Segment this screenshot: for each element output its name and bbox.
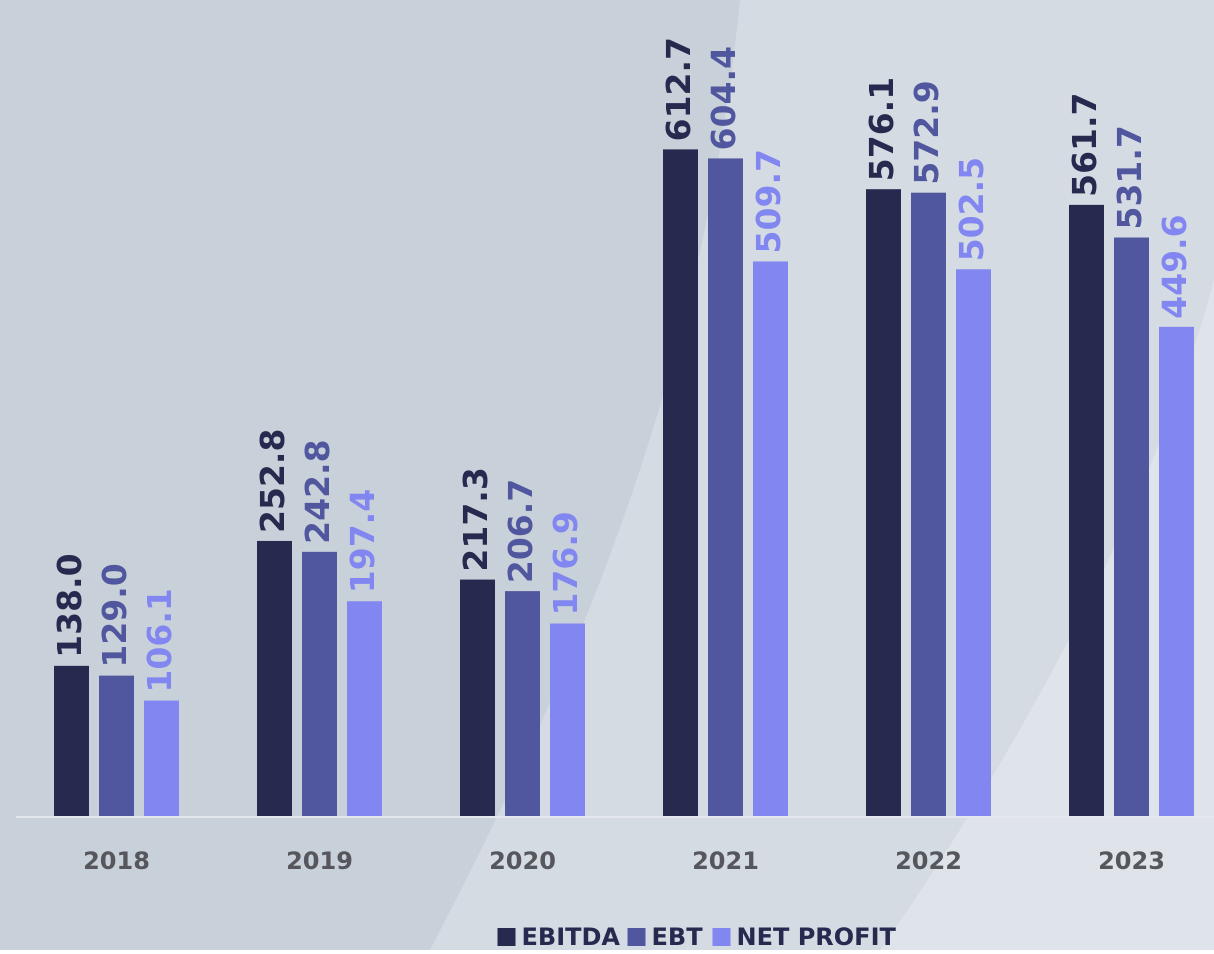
bar [1069,204,1104,816]
value-label: 502.5 [952,157,991,261]
bar [708,158,743,817]
value-label: 576.1 [862,77,901,181]
bar [257,540,292,816]
bar [99,675,134,816]
value-label: 604.4 [704,46,743,150]
bar [1114,237,1149,817]
bar [663,149,698,817]
x-tick-label: 2018 [83,847,150,875]
value-label: 197.4 [343,489,382,593]
value-label: 138.0 [50,553,89,657]
bar [54,665,89,816]
value-label: 176.9 [546,511,585,615]
x-tick-label: 2023 [1098,847,1165,875]
bar [460,579,495,816]
value-label: 106.1 [140,588,179,692]
legend-label: EBT [652,923,704,950]
legend-swatch [627,928,646,946]
x-tick-label: 2020 [489,847,556,875]
value-label: 252.8 [253,429,292,533]
value-label: 129.0 [95,563,134,667]
legend-label: EBITDA [522,923,621,950]
bar [302,551,337,816]
x-tick-label: 2022 [895,847,962,875]
bar [505,591,540,816]
bar [866,189,901,817]
bar [753,261,788,816]
legend-swatch [497,928,516,946]
bar [911,192,946,816]
bar [144,700,179,816]
bar [956,269,991,816]
bar [347,601,382,816]
value-label: 509.7 [749,149,788,253]
x-tick-label: 2021 [692,847,759,875]
bar [1159,326,1194,816]
value-label: 206.7 [501,479,540,583]
value-label: 561.7 [1065,92,1104,196]
value-label: 531.7 [1110,125,1149,229]
bar [550,623,585,816]
background-shape [430,0,1214,950]
value-label: 242.8 [298,439,337,543]
x-tick-label: 2019 [286,847,353,875]
legend-swatch [712,928,731,946]
value-label: 217.3 [456,467,495,571]
value-label: 449.6 [1155,214,1194,318]
legend-label: NET PROFIT [737,923,897,950]
value-label: 572.9 [907,80,946,184]
value-label: 612.7 [659,37,698,141]
